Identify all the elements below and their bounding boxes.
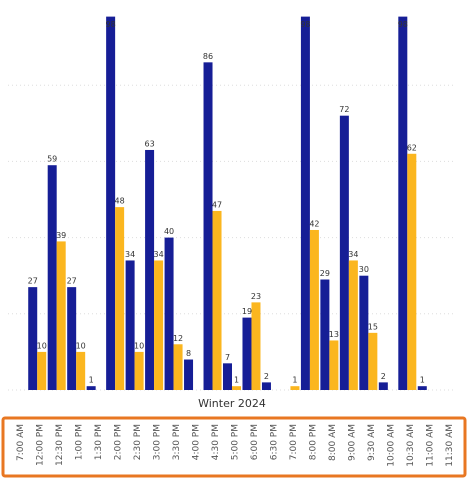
bar xyxy=(56,241,66,390)
data-label: 27 xyxy=(28,277,38,286)
x-tick-label: 7:00 AM xyxy=(16,424,26,461)
bar xyxy=(359,275,369,390)
data-label: 2 xyxy=(264,372,269,381)
bar xyxy=(300,16,310,391)
data-label: 15 xyxy=(368,322,378,331)
data-label: 42 xyxy=(309,219,319,228)
data-label: 19 xyxy=(242,307,252,316)
data-label: 1 xyxy=(420,376,425,385)
data-label: 23 xyxy=(251,292,261,301)
data-label: 13 xyxy=(329,330,339,339)
x-tick-label: 1:00 PM xyxy=(75,424,85,460)
data-label: 8 xyxy=(186,349,191,358)
data-label: 1 xyxy=(234,376,239,385)
x-tick-label: 6:00 PM xyxy=(250,424,260,460)
bar xyxy=(28,287,38,390)
x-tick-label: 4:30 PM xyxy=(211,424,221,460)
x-tick-label: 5:00 PM xyxy=(231,424,241,460)
axis-selection[interactable] xyxy=(1,416,467,478)
data-label: 59 xyxy=(47,155,57,164)
x-tick-label: 8:00 AM xyxy=(328,424,338,461)
data-label: 48 xyxy=(115,197,125,206)
data-label: 63 xyxy=(144,139,154,148)
bar xyxy=(407,153,417,390)
bar xyxy=(154,260,164,390)
bar xyxy=(164,237,174,390)
data-label: 34 xyxy=(348,250,358,259)
data-label: 7 xyxy=(225,353,230,362)
data-label: 47 xyxy=(212,200,222,209)
data-label: 10 xyxy=(134,341,144,350)
data-label: 27 xyxy=(67,277,77,286)
x-tick-label: 12:30 PM xyxy=(55,424,65,466)
data-label: 98 xyxy=(300,20,310,29)
bar xyxy=(145,149,155,390)
data-label: 40 xyxy=(164,227,174,236)
x-tick-label: 3:00 PM xyxy=(153,424,163,460)
x-tick-label: 8:00 PM xyxy=(308,424,318,460)
chart-title: Winter 2024 xyxy=(198,397,266,410)
bar xyxy=(339,115,349,391)
bar xyxy=(223,363,232,390)
data-label: 34 xyxy=(153,250,163,259)
bar xyxy=(67,287,77,390)
bar xyxy=(134,351,144,390)
bar xyxy=(417,386,427,390)
bar xyxy=(106,16,116,391)
bar xyxy=(242,317,252,390)
data-label: 98 xyxy=(398,20,408,29)
bar xyxy=(203,62,213,391)
bar xyxy=(251,302,261,390)
x-tick-label: 7:00 PM xyxy=(289,424,299,460)
bar xyxy=(47,165,57,390)
data-label: 10 xyxy=(37,341,47,350)
data-label: 1 xyxy=(89,376,94,385)
x-tick-label: 11:00 AM xyxy=(425,424,435,467)
bar xyxy=(348,260,358,390)
bar xyxy=(398,16,408,391)
x-tick-label: 9:30 AM xyxy=(367,424,377,461)
x-tick-label: 9:00 AM xyxy=(347,424,357,461)
data-label: 62 xyxy=(407,143,417,152)
data-label: 86 xyxy=(203,52,213,61)
data-label: 72 xyxy=(339,105,349,114)
bar xyxy=(378,382,388,390)
x-tick-label: 6:30 PM xyxy=(269,424,279,460)
bar xyxy=(309,229,319,390)
data-label: 12 xyxy=(173,334,183,343)
data-label: 39 xyxy=(56,231,66,240)
bar xyxy=(115,207,125,390)
bar xyxy=(290,386,300,390)
data-label: 30 xyxy=(359,265,369,274)
x-tick-label: 10:30 AM xyxy=(406,424,416,467)
x-tick-label: 12:00 PM xyxy=(36,424,46,466)
bar xyxy=(368,332,378,390)
data-label: 2 xyxy=(381,372,386,381)
x-tick-label: 2:00 PM xyxy=(114,424,124,460)
data-label: 10 xyxy=(76,341,86,350)
data-label: 1 xyxy=(292,376,297,385)
bar xyxy=(261,382,271,390)
bar xyxy=(320,279,330,390)
x-tick-label: 1:30 PM xyxy=(94,424,104,460)
bar xyxy=(184,359,194,390)
data-label: 29 xyxy=(320,269,330,278)
bar xyxy=(329,340,339,390)
x-tick-label: 4:00 PM xyxy=(192,424,202,460)
x-tick-label: 10:00 AM xyxy=(386,424,396,467)
bar xyxy=(232,386,241,390)
x-tick-label: 2:30 PM xyxy=(133,424,143,460)
bar xyxy=(76,351,86,390)
data-label: 98 xyxy=(106,20,116,29)
x-tick-label: 3:30 PM xyxy=(172,424,182,460)
bar xyxy=(212,210,222,390)
data-label: 34 xyxy=(125,250,135,259)
x-tick-label: 11:30 AM xyxy=(445,424,455,467)
bar xyxy=(125,260,135,390)
bar xyxy=(37,351,47,390)
bar xyxy=(173,344,183,390)
bar xyxy=(86,386,96,390)
